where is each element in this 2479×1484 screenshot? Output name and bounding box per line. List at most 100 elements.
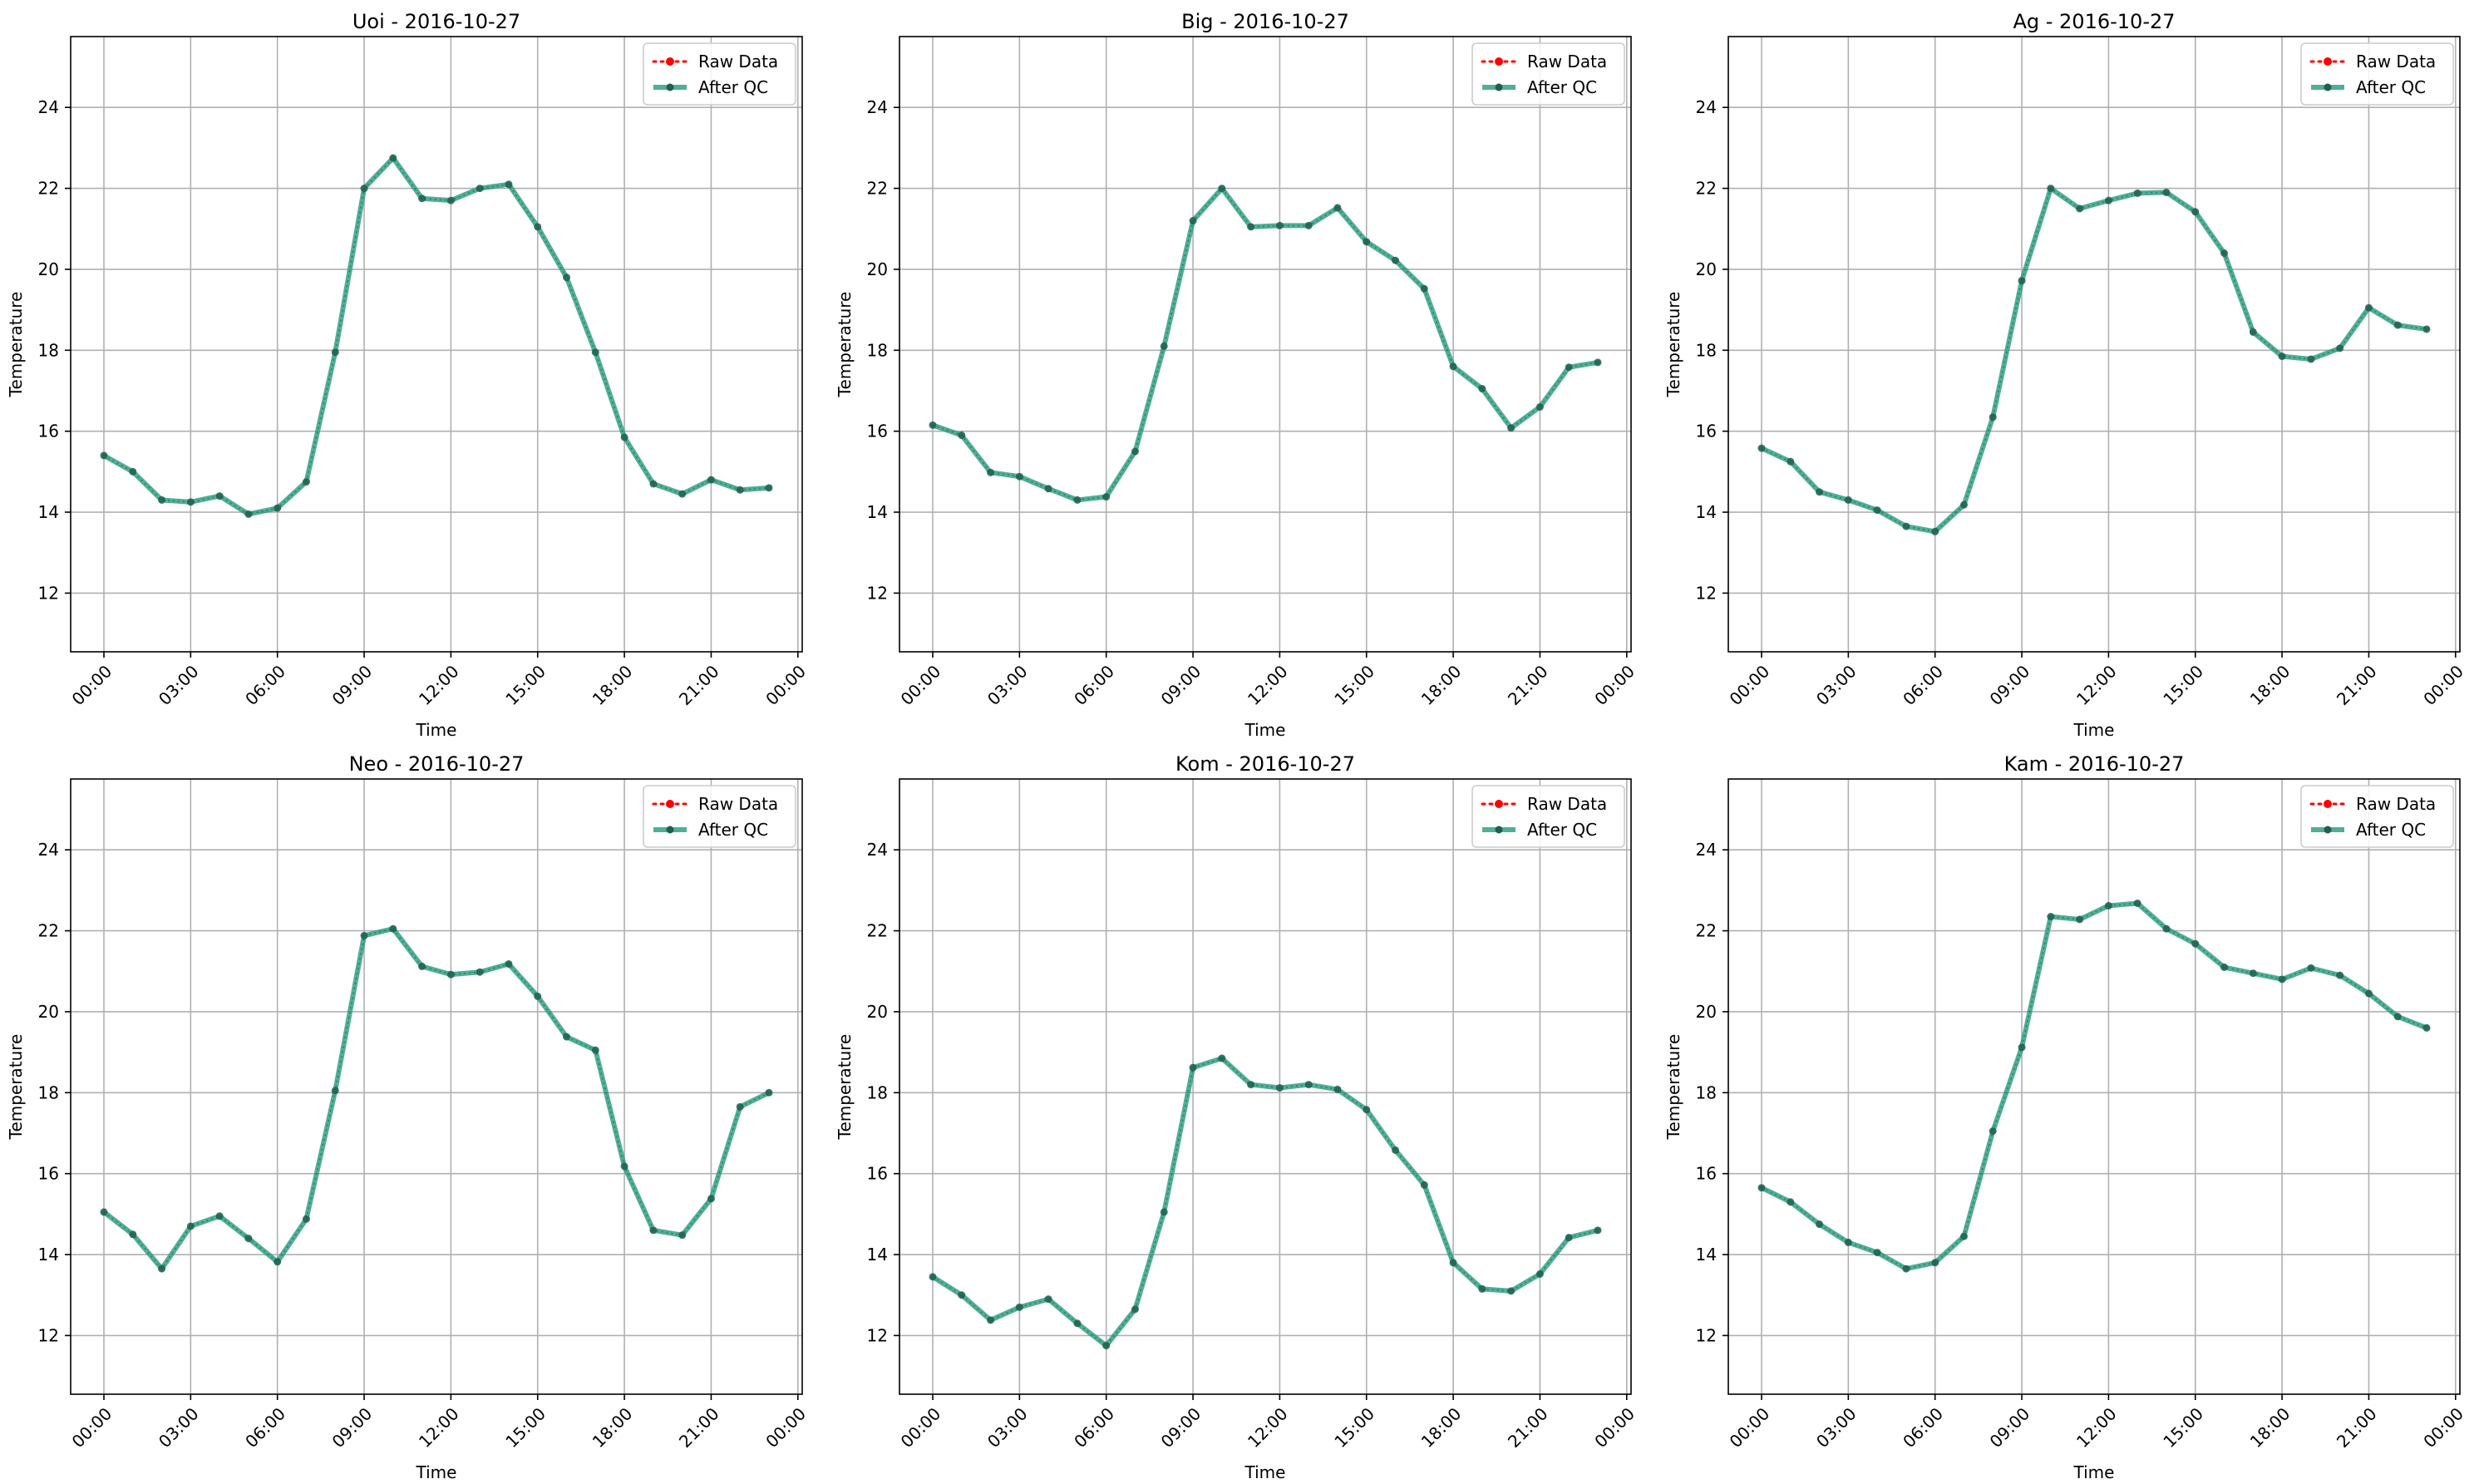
y-tick-label: 24 <box>867 97 888 117</box>
y-tick-label: 16 <box>1696 1164 1717 1184</box>
y-tick-label: 20 <box>1696 1002 1717 1022</box>
data-point <box>1989 413 1997 422</box>
data-point <box>2162 188 2171 196</box>
x-tick-label: 21:00 <box>675 661 723 709</box>
data-point <box>389 154 397 162</box>
x-axis-label: Time <box>2073 720 2115 740</box>
y-tick-label: 20 <box>1696 259 1717 279</box>
data-point <box>1757 1184 1766 1192</box>
data-point <box>620 433 628 441</box>
data-point <box>1478 1284 1486 1293</box>
y-tick-label: 22 <box>867 921 888 941</box>
data-point <box>2336 971 2344 979</box>
legend-qc-label: After QC <box>2356 820 2426 840</box>
data-point <box>1275 1083 1284 1092</box>
x-tick-label: 21:00 <box>2333 1403 2381 1452</box>
data-point <box>1902 1265 1910 1273</box>
x-tick-label: 21:00 <box>2333 661 2381 709</box>
data-point <box>1160 342 1168 350</box>
y-tick-label: 16 <box>867 422 888 441</box>
y-tick-label: 18 <box>1696 340 1717 360</box>
x-tick-label: 18:00 <box>1417 661 1466 709</box>
data-point <box>186 498 195 506</box>
y-tick-label: 20 <box>38 1002 59 1022</box>
series-line-after-qc <box>1759 900 2429 1272</box>
x-tick-label: 03:00 <box>983 661 1032 709</box>
y-tick-label: 16 <box>867 1164 888 1184</box>
data-point <box>1902 522 1910 530</box>
data-point <box>1959 500 1968 509</box>
data-point <box>1073 495 1082 504</box>
x-tick-label: 21:00 <box>675 1403 723 1452</box>
series-line-after-qc <box>101 155 771 517</box>
x-tick-label: 06:00 <box>241 1403 289 1452</box>
data-point <box>1420 1181 1428 1189</box>
series-line-raw-data <box>1761 902 2427 1270</box>
data-point <box>1931 527 1939 535</box>
data-point <box>649 480 658 488</box>
data-point <box>1247 223 1255 231</box>
data-point <box>678 490 687 498</box>
subplot-6: 12 14 16 18 20 22 24 00:00 03:00 06:00 09:00 12:00 1… <box>1663 752 2467 1482</box>
series-line-raw-data <box>103 156 770 515</box>
data-point <box>2336 344 2344 353</box>
y-tick-label: 16 <box>38 422 59 441</box>
legend-qc-label: After QC <box>2356 77 2426 97</box>
data-point <box>620 1162 628 1171</box>
chart-title: Big - 2016-10-27 <box>1181 10 1349 33</box>
x-tick-label: 00:00 <box>2419 1403 2467 1452</box>
y-tick-label: 24 <box>1696 97 1717 117</box>
data-point <box>1160 1208 1168 1216</box>
legend-raw-label: Raw Data <box>2356 794 2436 814</box>
legend-qc-marker <box>1495 826 1503 834</box>
y-tick-label: 22 <box>38 921 59 941</box>
data-point <box>2220 963 2229 971</box>
data-point <box>765 484 773 492</box>
chart-title: Uoi - 2016-10-27 <box>352 10 520 33</box>
data-point <box>1420 284 1428 293</box>
data-point <box>302 478 310 486</box>
data-point <box>1044 485 1052 493</box>
data-point <box>505 959 513 968</box>
x-tick-label: 15:00 <box>1330 661 1378 709</box>
subplot-1: 12 14 16 18 20 22 24 00:00 03:00 06:00 09:00 12:00 1… <box>6 10 810 740</box>
y-tick-label: 20 <box>867 1002 888 1022</box>
x-tick-label: 00:00 <box>1590 1403 1639 1452</box>
x-tick-label: 12:00 <box>415 661 463 709</box>
data-point <box>534 223 542 231</box>
legend-raw-marker <box>1495 800 1503 808</box>
subplot-3: 12 14 16 18 20 22 24 00:00 03:00 06:00 09:00 12:00 1… <box>1663 10 2467 740</box>
data-point <box>1816 1220 1824 1229</box>
data-point <box>1333 204 1342 212</box>
legend-raw-marker <box>2324 800 2332 808</box>
data-point <box>215 1212 224 1220</box>
x-tick-label: 00:00 <box>761 661 810 709</box>
data-point <box>2047 185 2055 193</box>
data-point <box>1333 1085 1342 1093</box>
data-point <box>1392 1146 1400 1154</box>
data-point <box>1218 1054 1226 1062</box>
data-point <box>1989 1127 1997 1136</box>
data-point <box>2249 328 2257 336</box>
subplot-4: 12 14 16 18 20 22 24 00:00 03:00 06:00 09:00 12:00 1… <box>6 752 810 1482</box>
y-axis-label: Temperature <box>6 1034 26 1141</box>
x-tick-label: 09:00 <box>328 661 377 709</box>
y-tick-label: 18 <box>867 340 888 360</box>
data-point <box>1189 217 1197 225</box>
data-point <box>476 185 484 193</box>
y-tick-label: 24 <box>38 840 59 860</box>
data-point <box>2047 913 2055 921</box>
data-point <box>2104 196 2112 205</box>
y-axis-label: Temperature <box>835 292 855 398</box>
data-point <box>1275 221 1284 229</box>
y-tick-label: 16 <box>38 1164 59 1184</box>
legend-qc-marker <box>2324 826 2332 834</box>
x-tick-label: 06:00 <box>241 661 289 709</box>
legend-raw-label: Raw Data <box>698 52 778 71</box>
data-point <box>2133 899 2141 907</box>
chart-title: Ag - 2016-10-27 <box>2013 10 2175 33</box>
legend-raw-label: Raw Data <box>1527 794 1607 814</box>
chart-title: Kam - 2016-10-27 <box>2004 752 2185 776</box>
x-tick-label: 18:00 <box>589 1403 637 1452</box>
data-point <box>1449 362 1457 371</box>
